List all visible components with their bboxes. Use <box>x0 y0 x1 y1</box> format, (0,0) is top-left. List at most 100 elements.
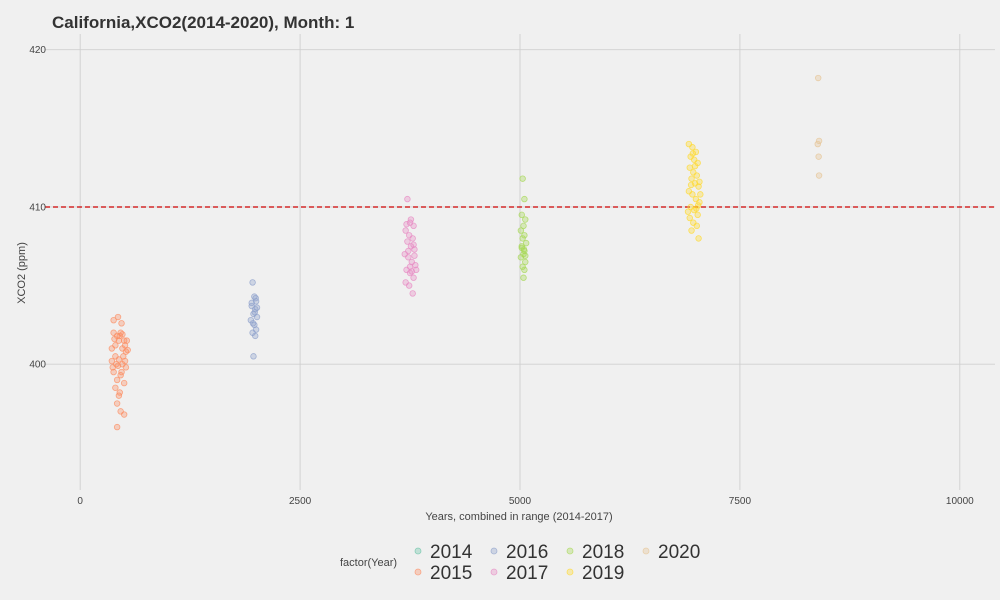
legend-key <box>414 568 422 576</box>
legend-label: 2015 <box>430 563 472 584</box>
data-point <box>689 150 697 157</box>
data-point <box>695 183 702 190</box>
data-point <box>410 241 417 248</box>
legend-label: 2019 <box>582 563 624 584</box>
data-point <box>252 294 259 302</box>
data-point <box>115 356 123 363</box>
legend-item-2019: 2019 <box>566 563 624 584</box>
data-point <box>522 216 529 223</box>
data-point <box>519 175 526 182</box>
data-point <box>814 74 822 82</box>
data-point <box>696 199 703 206</box>
legend-item-2014: 2014 <box>414 542 473 563</box>
legend-key <box>490 568 498 576</box>
data-point <box>693 222 701 230</box>
data-point <box>409 290 416 297</box>
data-point <box>519 235 526 242</box>
series-2020 <box>814 74 823 179</box>
legend-title: factor(Year) <box>340 557 397 569</box>
data-point <box>119 331 126 338</box>
data-point <box>113 423 121 431</box>
data-point <box>409 235 416 242</box>
data-point <box>249 279 256 286</box>
data-point <box>520 274 527 281</box>
series-2018 <box>517 175 530 281</box>
legend-item-2017: 2017 <box>490 563 548 584</box>
data-point <box>123 337 131 344</box>
data-point <box>522 239 530 247</box>
x-tick-label: 7500 <box>729 496 752 507</box>
data-point <box>124 346 131 354</box>
tick-labels: 0 2500 5000 7500 10000 400 410 420 <box>29 45 974 507</box>
data-point <box>519 263 526 270</box>
data-point <box>688 227 695 234</box>
data-point <box>118 368 125 376</box>
data-point <box>686 214 693 222</box>
data-point <box>405 247 412 255</box>
data-point <box>815 172 823 179</box>
legend-key <box>414 547 422 555</box>
data-point <box>113 400 121 407</box>
data-point <box>697 191 704 198</box>
x-tick-label: 0 <box>77 496 83 507</box>
x-axis-title: Years, combined in range (2014-2017) <box>425 511 612 523</box>
data-point <box>407 216 415 223</box>
x-tick-label: 2500 <box>289 496 312 507</box>
data-point <box>684 208 692 215</box>
data-point <box>122 364 130 371</box>
series-2015 <box>108 313 131 431</box>
legend-item-2018: 2018 <box>566 542 624 563</box>
legend-label: 2016 <box>506 542 548 563</box>
data-point <box>693 172 701 179</box>
data-point <box>108 357 116 365</box>
series-2019 <box>684 140 704 242</box>
x-tick-label: 5000 <box>509 496 532 507</box>
grid <box>45 34 995 490</box>
data-point <box>696 178 703 186</box>
y-tick-label: 420 <box>29 45 46 56</box>
data-point <box>518 211 525 219</box>
data-point <box>403 221 410 228</box>
data-point <box>120 411 128 418</box>
data-point <box>109 364 116 371</box>
legend-key <box>566 568 574 576</box>
data-point <box>694 202 702 209</box>
data-point <box>108 345 116 352</box>
y-tick-label: 400 <box>29 360 46 371</box>
data-point <box>410 274 417 281</box>
data-point <box>405 254 412 261</box>
data-point <box>695 235 702 242</box>
legend-label: 2014 <box>430 542 473 563</box>
data-point <box>518 243 525 250</box>
data-point <box>691 162 699 170</box>
data-point <box>692 148 700 156</box>
data-point <box>116 389 123 396</box>
data-point <box>689 191 696 198</box>
data-point <box>410 222 417 230</box>
data-point <box>694 211 701 219</box>
data-point <box>521 232 528 239</box>
data-point <box>112 384 119 391</box>
data-point <box>688 175 695 182</box>
y-axis-title: XCO2 (ppm) <box>16 242 28 304</box>
data-point <box>118 320 125 327</box>
data-point <box>411 252 418 259</box>
data-point <box>121 357 129 365</box>
y-tick-label: 410 <box>29 202 46 213</box>
legend-label: 2018 <box>582 542 624 563</box>
points-layer <box>108 74 823 431</box>
legend-key <box>566 547 574 555</box>
chart-title: California,XCO2(2014-2020), Month: 1 <box>52 13 354 32</box>
data-point <box>113 376 121 384</box>
legend-item-2020: 2020 <box>642 542 700 563</box>
data-point <box>815 137 823 145</box>
data-point <box>404 195 411 203</box>
data-point <box>687 181 695 189</box>
data-point <box>520 246 528 253</box>
data-point <box>247 316 255 324</box>
data-point <box>249 320 257 327</box>
data-point <box>248 299 255 307</box>
data-point <box>114 362 122 369</box>
series-2017 <box>401 195 420 297</box>
